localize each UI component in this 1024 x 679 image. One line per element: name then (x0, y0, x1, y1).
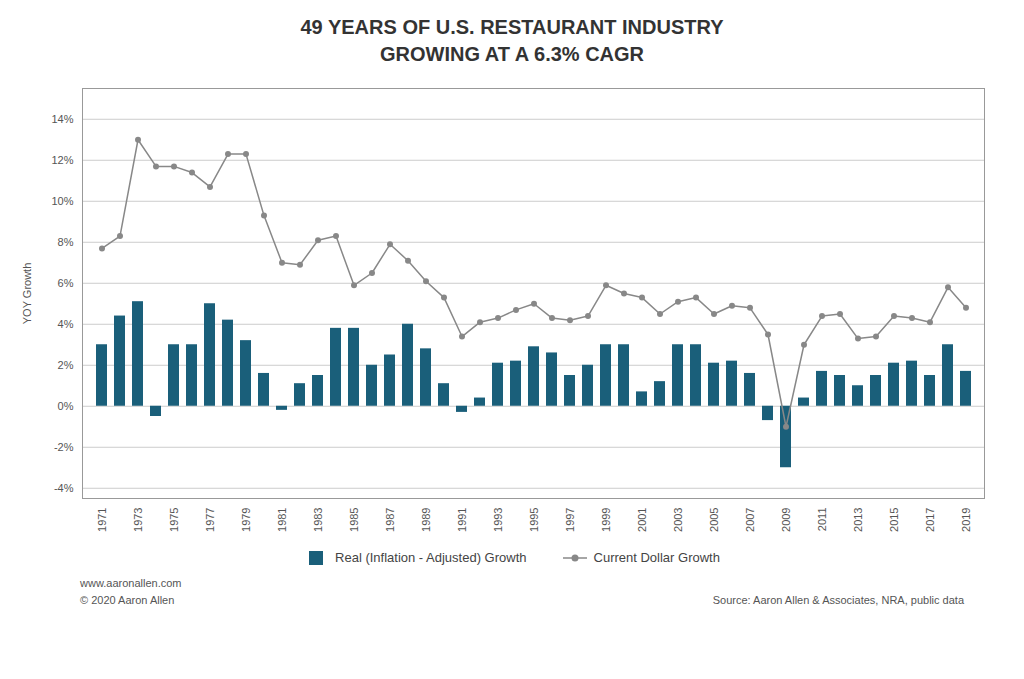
html-text:© 2020 Aaron Allen: © 2020 Aaron Allen (80, 593, 175, 606)
html-text:Current Dollar Growth: Current Dollar Growth (593, 550, 720, 565)
svg-text:2013: 2013 (852, 508, 864, 532)
svg-text:2%: 2% (58, 359, 74, 371)
html-text:Real (Inflation - Adjusted) Gr: Real (Inflation - Adjusted) Growth (335, 550, 527, 565)
svg-text:4%: 4% (58, 318, 74, 330)
svg-text:2001: 2001 (636, 508, 648, 532)
svg-text:1979: 1979 (240, 508, 252, 532)
svg-text:2009: 2009 (780, 508, 792, 532)
html-text:49 YEARS OF U.S. RESTAURANT IN: 49 YEARS OF U.S. RESTAURANT INDUSTRY GRO… (300, 16, 724, 65)
svg-text:-2%: -2% (54, 441, 74, 453)
svg-text:1991: 1991 (456, 508, 468, 532)
html-text:Source: Aaron Allen & Associat: Source: Aaron Allen & Associates, NRA, p… (712, 593, 964, 606)
svg-text:14%: 14% (51, 113, 73, 125)
svg-text:1983: 1983 (312, 508, 324, 532)
svg-text:6%: 6% (58, 277, 74, 289)
svg-text:1973: 1973 (132, 508, 144, 532)
svg-text:8%: 8% (58, 236, 74, 248)
svg-text:1985: 1985 (348, 508, 360, 532)
svg-text:1981: 1981 (276, 508, 288, 532)
svg-text:2017: 2017 (924, 508, 936, 532)
svg-text:2007: 2007 (744, 508, 756, 532)
svg-text:1971: 1971 (96, 508, 108, 532)
svg-text:1975: 1975 (168, 508, 180, 532)
svg-text:1997: 1997 (564, 508, 576, 532)
svg-text:2015: 2015 (888, 508, 900, 532)
svg-text:10%: 10% (51, 195, 73, 207)
svg-text:2003: 2003 (672, 508, 684, 532)
svg-text:1993: 1993 (492, 508, 504, 532)
svg-text:1977: 1977 (204, 508, 216, 532)
svg-text:2019: 2019 (960, 508, 972, 532)
svg-text:0%: 0% (58, 400, 74, 412)
html-text:www.aaronallen.com: www.aaronallen.com (80, 577, 182, 589)
svg-text:2005: 2005 (708, 508, 720, 532)
svg-text:YOY Growth: YOY Growth (21, 263, 33, 325)
svg-text:12%: 12% (51, 154, 73, 166)
svg-text:2011: 2011 (816, 508, 828, 532)
svg-text:-4%: -4% (54, 482, 74, 494)
svg-text:1995: 1995 (528, 508, 540, 532)
svg-text:1999: 1999 (600, 508, 612, 532)
svg-text:1989: 1989 (420, 508, 432, 532)
svg-text:1987: 1987 (384, 508, 396, 532)
